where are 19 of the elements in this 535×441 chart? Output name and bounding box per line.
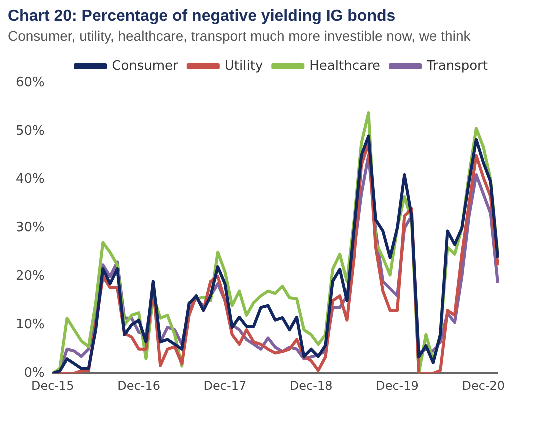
x-tick-label: Dec-15 [31, 378, 74, 393]
x-tick-label: Dec-17 [204, 378, 247, 393]
x-tick-label: Dec-18 [290, 378, 333, 393]
x-tick-label: Dec-19 [376, 378, 419, 393]
x-tick-label: Dec-16 [118, 378, 160, 393]
y-tick-label: 0% [24, 366, 45, 381]
x-tick-label: Dec-20 [462, 378, 506, 393]
chart-title: Chart 20: Percentage of negative yielding IG bonds [8, 8, 397, 26]
legend-label: Consumer [112, 58, 180, 74]
y-tick-label: 40% [16, 172, 45, 188]
legend-label: Utility [224, 58, 264, 74]
y-tick-label: 30% [16, 220, 45, 236]
y-tick-label: 50% [16, 124, 45, 139]
chart-subtitle: Consumer, utility, healthcare, transport much more investible now, we think [8, 28, 472, 44]
legend-label: Healthcare [310, 58, 380, 74]
y-tick-label: 10% [16, 318, 45, 333]
y-tick-label: 20% [16, 269, 45, 284]
legend-label: Transport [426, 58, 488, 74]
y-tick-label: 60% [16, 75, 45, 90]
